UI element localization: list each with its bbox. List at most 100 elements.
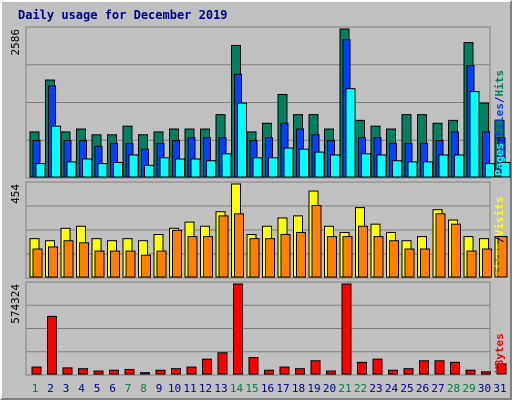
top-bar-pages — [35, 163, 46, 178]
top-bar-pages — [221, 153, 232, 178]
middle-bar-sites — [79, 242, 89, 278]
top-bar-pages — [423, 161, 433, 178]
day-label: 20 — [323, 382, 336, 395]
top-bar-pages — [299, 148, 309, 178]
day-label: 2 — [47, 382, 54, 395]
bottom-legend: KBytes — [493, 333, 506, 373]
day-label: 26 — [416, 382, 429, 395]
bottom-bar-kbytes — [450, 361, 460, 375]
top-legend-item: Files — [493, 103, 506, 136]
top-bar-pages — [159, 157, 170, 178]
bottom-ymax-label: 574324 — [9, 284, 22, 324]
day-label: 6 — [109, 382, 116, 395]
bottom-bar-kbytes — [279, 366, 290, 375]
middle-bar-sites — [327, 236, 337, 278]
top-bar-pages — [314, 151, 325, 178]
day-label: 7 — [125, 382, 132, 395]
day-label: 19 — [307, 382, 320, 395]
middle-bar-sites — [296, 231, 306, 278]
middle-bar-sites — [497, 236, 508, 278]
top-bar-pages — [376, 154, 387, 178]
bottom-bar-kbytes — [31, 366, 42, 375]
bottom-bar-kbytes — [202, 358, 212, 375]
top-bar-pages — [252, 157, 263, 178]
bottom-bar-kbytes — [481, 371, 491, 375]
bottom-bar-kbytes — [310, 360, 321, 375]
top-bar-pages — [330, 154, 340, 178]
bottom-bar-kbytes — [357, 361, 367, 375]
middle-bar-sites — [311, 205, 322, 278]
middle-bar-sites — [156, 250, 167, 278]
bottom-legend-item: KBytes — [493, 333, 506, 373]
day-label: 23 — [369, 382, 382, 395]
bottom-bar-kbytes — [140, 372, 150, 375]
middle-legend-item: / — [493, 236, 506, 243]
day-label: 24 — [385, 382, 399, 395]
top-bar-pages — [283, 147, 294, 178]
day-label: 11 — [183, 382, 196, 395]
day-label: 16 — [261, 382, 274, 395]
bottom-bar-kbytes — [93, 370, 104, 375]
day-label: 13 — [214, 382, 227, 395]
day-label: 1 — [32, 382, 39, 395]
middle-bar-sites — [172, 229, 182, 278]
bottom-bar-kbytes — [388, 369, 398, 375]
bottom-bar-kbytes — [62, 367, 73, 375]
day-label: 31 — [493, 382, 506, 395]
day-label: 4 — [78, 382, 85, 395]
top-bar-pages — [175, 158, 185, 178]
middle-bar-sites — [435, 213, 446, 278]
day-label: 14 — [230, 382, 244, 395]
bottom-bar-kbytes — [171, 368, 181, 375]
middle-bar-sites — [63, 240, 74, 278]
bottom-bar-kbytes — [295, 368, 305, 375]
top-ymax-label: 2586 — [9, 29, 22, 56]
day-label: 3 — [63, 382, 70, 395]
middle-bar-sites — [187, 236, 198, 278]
top-legend-item: Pages — [493, 143, 506, 176]
top-bar-pages — [206, 160, 216, 178]
middle-bar-sites — [32, 248, 43, 278]
top-bar-pages — [361, 153, 371, 178]
middle-bar-sites — [249, 238, 260, 278]
middle-bar-sites — [280, 234, 291, 278]
bottom-bar-kbytes — [264, 369, 274, 375]
day-label: 12 — [199, 382, 212, 395]
middle-bar-sites — [466, 250, 477, 278]
middle-bar-sites — [358, 225, 368, 278]
top-bar-pages — [454, 154, 464, 178]
day-label: 17 — [276, 382, 289, 395]
day-label: 22 — [354, 382, 367, 395]
bottom-bar-kbytes — [419, 360, 429, 375]
top-bar-pages — [345, 88, 356, 178]
chart-title: Daily usage for December 2019 — [18, 8, 228, 22]
day-label: 18 — [292, 382, 305, 395]
bottom-bar-kbytes — [47, 315, 57, 375]
middle-bar-sites — [48, 246, 58, 278]
bottom-bar-kbytes — [341, 283, 352, 375]
bottom-bar-kbytes — [186, 366, 197, 375]
middle-bar-sites — [234, 213, 244, 278]
middle-legend-item: Visits — [493, 197, 506, 237]
bottom-bar-kbytes — [217, 352, 228, 375]
middle-bar-sites — [404, 248, 415, 278]
top-bar-pages — [237, 102, 247, 178]
middle-bar-sites — [125, 250, 136, 278]
top-bar-pages — [144, 164, 154, 178]
middle-bar-sites — [482, 248, 492, 278]
top-bar-pages — [190, 158, 201, 178]
bottom-bar-kbytes — [465, 369, 476, 375]
bottom-bar-kbytes — [78, 368, 88, 375]
middle-bar-sites — [265, 238, 275, 278]
middle-ymax-label: 454 — [9, 184, 22, 204]
top-legend: Pages/Files/Hits — [493, 70, 506, 176]
top-bar-pages — [113, 161, 123, 178]
day-label: 21 — [338, 382, 351, 395]
day-label: 9 — [156, 382, 163, 395]
middle-bar-sites — [94, 250, 105, 278]
top-legend-item: / — [493, 96, 506, 103]
bottom-bar-kbytes — [155, 369, 166, 375]
top-bar-pages — [500, 161, 511, 178]
bottom-bar-kbytes — [326, 370, 336, 375]
top-bar-pages — [469, 91, 480, 178]
